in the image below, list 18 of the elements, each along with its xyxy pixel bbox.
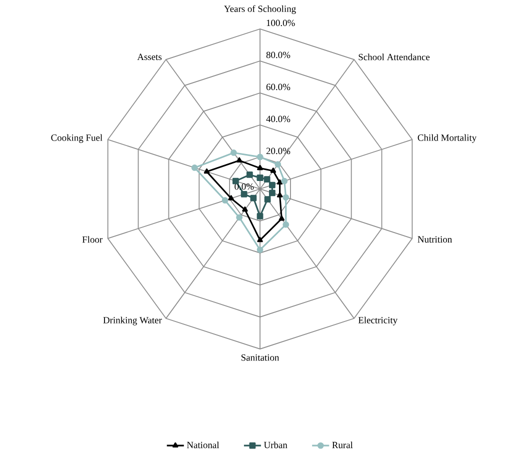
spoke-label: Years of Schooling: [224, 5, 296, 14]
spoke-label: Drinking Water: [103, 316, 162, 326]
spoke-label: Cooking Fuel: [51, 134, 102, 143]
y-tick-label: 100.0%: [266, 20, 295, 26]
legend-label: Urban: [264, 442, 288, 448]
y-tick-label: 60.0%: [266, 84, 290, 90]
legend-label: Rural: [332, 442, 353, 448]
y-tick-label: 20.0%: [266, 148, 290, 154]
y-tick-label: 80.0%: [266, 52, 290, 58]
spoke-label: Assets: [137, 54, 162, 60]
y-tick-label: 40.0%: [266, 116, 290, 122]
spoke-label: School Attendance: [358, 54, 430, 60]
spoke-label: Floor: [82, 236, 103, 243]
spoke-label: Sanitation: [241, 354, 280, 361]
spoke-label: Electricity: [358, 316, 398, 326]
spoke-label: Child Mortality: [418, 134, 477, 143]
legend-label: National: [186, 442, 220, 448]
spoke-label: Nutrition: [418, 236, 452, 243]
